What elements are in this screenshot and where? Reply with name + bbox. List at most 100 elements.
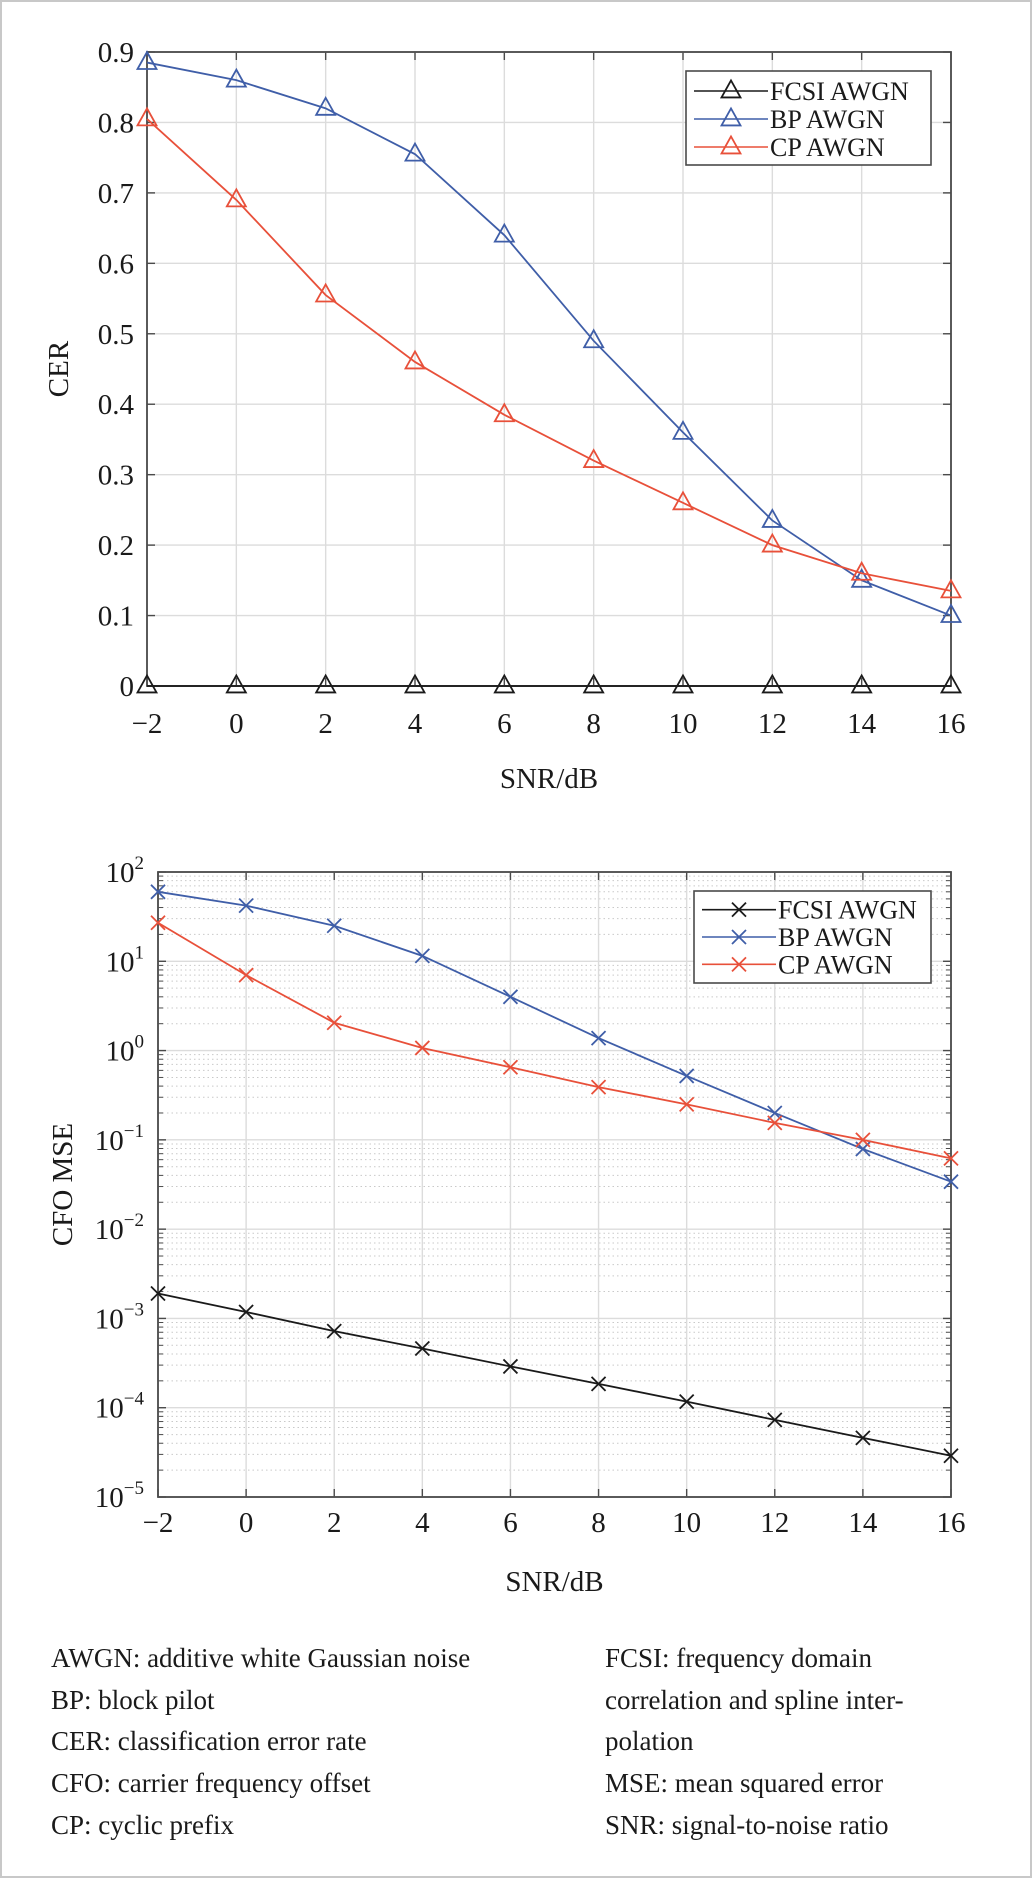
data-point-fcsi	[943, 1448, 959, 1464]
data-point-fcsi	[590, 1376, 607, 1392]
y-tick-label: 10−4	[95, 1389, 145, 1425]
data-point-fcsi	[238, 1304, 254, 1320]
x-tick-label: 4	[415, 1507, 430, 1539]
data-point-bp	[502, 989, 519, 1005]
data-point-fcsi-stroke-b	[679, 1393, 695, 1410]
data-point-fcsi	[135, 673, 159, 694]
data-point-bp	[238, 898, 254, 914]
data-point-bp	[850, 567, 873, 588]
data-point-fcsi-stroke-b	[855, 1430, 871, 1446]
data-point-fcsi	[150, 1285, 166, 1302]
data-point-cp-stroke-b	[150, 915, 166, 931]
axes-box	[157, 871, 952, 1498]
abbr-fcsi-cont-1: correlation and spline inter-	[605, 1684, 904, 1715]
abbr-mse: MSE: mean squared error	[605, 1768, 884, 1799]
abbreviations-left: AWGN: additive white Gaussian noise BP: …	[51, 1638, 470, 1846]
abbreviations-right: FCSI: frequency domain correlation and s…	[605, 1638, 904, 1846]
data-point-fcsi-stroke-b	[150, 1285, 166, 1302]
data-point-bp	[326, 918, 342, 934]
x-tick-label: 2	[327, 1507, 342, 1539]
x-axis-label: SNR/dB	[500, 763, 598, 795]
data-point-bp	[150, 884, 166, 900]
data-point-bp	[403, 141, 427, 162]
cfo-mse-chart: −2 0 2 4 6 8 10 12 14 1610210110010−110−210−310−4…	[47, 853, 966, 1598]
x-tick-label: 8	[586, 708, 601, 740]
x-tick-label: 12	[760, 1507, 789, 1539]
y-tick-label-exponent: 0	[135, 1032, 145, 1053]
data-point-fcsi	[850, 673, 873, 694]
abbr-awgn: AWGN: additive white Gaussian noise	[51, 1643, 471, 1673]
data-point-fcsi	[326, 1323, 342, 1339]
x-tick-label: 14	[847, 708, 877, 740]
data-point-cp	[414, 1040, 430, 1056]
data-point-cp-stroke-b	[767, 1115, 783, 1131]
data-point-cp-stroke-b	[326, 1015, 342, 1031]
data-point-cp	[850, 560, 873, 581]
data-point-fcsi-stroke-b	[414, 1340, 430, 1357]
x-tick-label: 16	[937, 708, 966, 740]
y-tick-label: 0.8	[98, 107, 134, 139]
y-tick-label: 0.4	[98, 389, 135, 421]
data-point-cp	[761, 532, 784, 553]
cer-chart: −2 0 2 4 6 8 10 12 14 16 0 0.1 0.2 0.3 0.4 0.5 0.6 0.7 0.8…	[43, 37, 966, 795]
y-tick-label: 0.6	[98, 248, 134, 280]
y-tick-label-exponent: 1	[135, 942, 145, 963]
y-tick-label-base: 10	[106, 946, 135, 978]
data-point-bp	[679, 1068, 695, 1084]
data-point-fcsi-stroke-b	[502, 1358, 519, 1375]
y-tick-label: 101	[106, 942, 145, 978]
x-tick-label: 10	[672, 1507, 701, 1539]
y-tick-label: 0.1	[98, 601, 134, 633]
x-tick-label: 2	[318, 708, 333, 740]
abbr-fcsi-cont-2: polation	[605, 1726, 694, 1757]
data-point-cp	[582, 448, 605, 468]
data-point-bp	[761, 508, 784, 528]
y-tick-label: 0.5	[98, 319, 134, 351]
legend-label: FCSI AWGN	[778, 896, 917, 925]
x-tick-label: 8	[591, 1507, 606, 1539]
data-point-cp	[225, 187, 248, 208]
y-tick-label: 100	[106, 1032, 145, 1068]
y-tick-label: 0	[120, 671, 135, 703]
data-point-bp-stroke-b	[326, 918, 342, 934]
x-tick-label: 14	[848, 1507, 878, 1539]
data-point-bp	[582, 328, 605, 349]
abbr-cp: CP: cyclic prefix	[51, 1809, 234, 1840]
data-point-bp	[943, 1174, 959, 1190]
data-point-fcsi	[939, 673, 963, 694]
legend-item-bp: BP AWGN	[694, 105, 885, 134]
x-tick-label: 4	[408, 708, 423, 740]
y-tick-label-base: 10	[95, 1125, 124, 1157]
y-tick-label-exponent: −5	[124, 1478, 144, 1499]
x-tick-label: −2	[132, 708, 163, 740]
data-point-cp-stroke-b	[679, 1096, 695, 1112]
y-tick-label-base: 10	[106, 857, 135, 889]
data-point-cp	[502, 1059, 519, 1075]
data-point-fcsi	[314, 673, 337, 694]
legend-marker-icon	[731, 902, 747, 918]
legend-marker-icon-stroke-b	[731, 956, 747, 972]
data-point-bp-stroke-b	[414, 948, 430, 964]
data-point-cp	[679, 1096, 695, 1112]
data-point-bp	[590, 1030, 607, 1046]
series-cp	[135, 106, 963, 599]
data-point-bp-stroke-b	[590, 1030, 607, 1046]
data-point-cp	[403, 349, 427, 370]
data-point-fcsi	[767, 1412, 783, 1428]
data-point-cp	[150, 915, 166, 931]
data-point-cp	[590, 1079, 607, 1095]
data-point-fcsi	[403, 673, 427, 694]
x-tick-label: 6	[503, 1507, 518, 1539]
data-point-fcsi-stroke-b	[326, 1323, 342, 1339]
abbr-bp: BP: block pilot	[51, 1684, 215, 1715]
data-point-fcsi	[679, 1393, 695, 1410]
data-point-bp	[493, 222, 516, 243]
legend-marker-icon	[719, 106, 743, 127]
series-line-cp	[157, 921, 952, 1160]
y-tick-label: 10−3	[95, 1299, 144, 1335]
y-tick-label-exponent: −3	[124, 1299, 144, 1320]
data-point-cp-stroke-b	[590, 1079, 607, 1095]
series-cp	[150, 915, 959, 1167]
y-tick-label: 0.2	[98, 530, 134, 562]
